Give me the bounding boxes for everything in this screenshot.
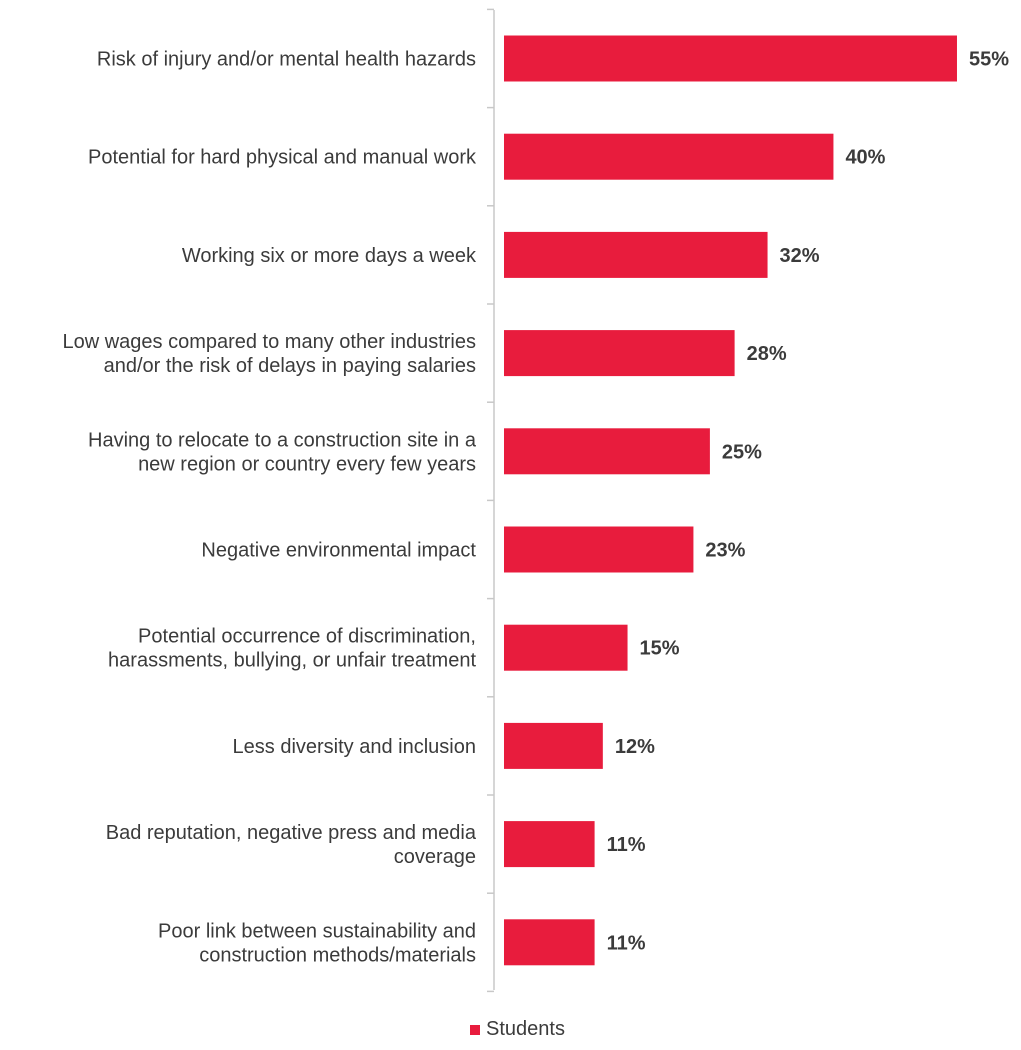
category-label: Working six or more days a week — [182, 245, 477, 267]
legend-label: Students — [486, 1018, 565, 1040]
data-label: 11% — [607, 834, 646, 856]
axis-layer — [487, 9, 494, 991]
data-label: 23% — [705, 540, 745, 562]
category-label-line: construction methods/materials — [199, 944, 476, 966]
data-label: 40% — [845, 147, 885, 169]
category-label: Potential occurrence of discrimination, h… — [108, 626, 476, 672]
data-label: 25% — [722, 441, 762, 463]
data-label: 11% — [607, 932, 646, 954]
data-label: 32% — [780, 245, 820, 267]
category-label-line: Negative environmental impact — [201, 540, 476, 562]
category-label-line: coverage — [394, 846, 476, 868]
category-label-line: Potential occurrence of discrimination, — [138, 626, 476, 648]
bar — [504, 134, 833, 180]
category-label-line: new region or country every few years — [138, 453, 476, 475]
category-label-line: Low wages compared to many other industr… — [62, 331, 476, 353]
bar — [504, 527, 693, 573]
legend: Students — [470, 1018, 565, 1040]
category-label: Less diversity and inclusion — [233, 736, 476, 758]
bar — [504, 919, 595, 965]
category-label-line: harassments, bullying, or unfair treatme… — [108, 650, 476, 672]
bar — [504, 36, 957, 82]
bar — [504, 232, 768, 278]
legend-swatch — [470, 1025, 480, 1035]
data-label: 28% — [747, 343, 787, 365]
category-label-line: Having to relocate to a construction sit… — [88, 429, 477, 451]
category-label-line: Poor link between sustainability and — [158, 920, 476, 942]
category-label: Low wages compared to many other industr… — [62, 331, 476, 377]
data-label: 15% — [640, 638, 680, 660]
bar — [504, 723, 603, 769]
bar — [504, 428, 710, 474]
category-label: Risk of injury and/or mental health haza… — [97, 49, 476, 71]
bar — [504, 625, 628, 671]
category-label-line: Bad reputation, negative press and media — [106, 822, 477, 844]
category-label: Potential for hard physical and manual w… — [88, 147, 477, 169]
category-label-line: Less diversity and inclusion — [233, 736, 476, 758]
category-label-line: Risk of injury and/or mental health haza… — [97, 49, 476, 71]
data-label: 55% — [969, 49, 1009, 71]
category-label: Having to relocate to a construction sit… — [88, 429, 477, 475]
category-label-line: Potential for hard physical and manual w… — [88, 147, 477, 169]
category-label-line: and/or the risk of delays in paying sala… — [104, 355, 476, 377]
category-label: Negative environmental impact — [201, 540, 476, 562]
category-label: Poor link between sustainability and cons… — [158, 920, 476, 966]
data-label: 12% — [615, 736, 655, 758]
category-label-line: Working six or more days a week — [182, 245, 477, 267]
bars-layer — [504, 36, 957, 966]
bar — [504, 821, 595, 867]
bar — [504, 330, 735, 376]
category-label: Bad reputation, negative press and media… — [106, 822, 477, 868]
